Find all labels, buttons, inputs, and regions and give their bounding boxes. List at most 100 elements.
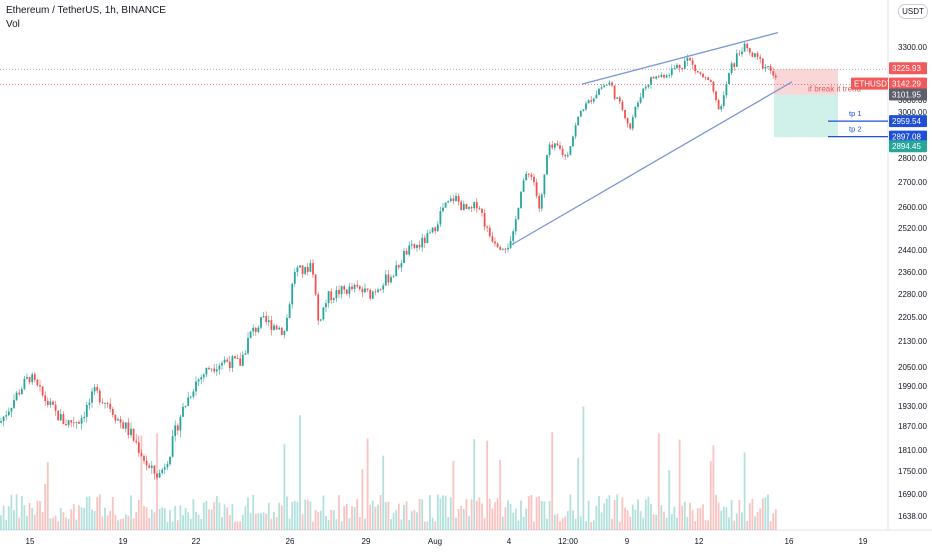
candle-body [650,77,652,85]
candle-body [135,440,138,443]
currency-button[interactable]: USDT [898,4,928,19]
volume-bar [254,513,257,530]
volume-bar [7,506,10,530]
volume-bar [644,499,647,530]
candle-body [44,395,47,402]
volume-bar [111,496,114,530]
volume-bar [600,512,603,530]
candle-body [283,330,286,335]
volume-bar [39,501,41,530]
candle-body [743,43,746,52]
volume-bar [681,505,684,530]
candle-body [400,263,403,268]
volume-bar [733,520,736,530]
candle-body [322,307,325,320]
candle-body [200,377,203,380]
candle-body [403,251,405,264]
candle-body [213,368,216,372]
candle-body [101,402,104,404]
volume-bar [174,506,177,530]
candle-body [26,377,28,379]
volume-bar [707,520,710,530]
volume-bar [202,502,205,530]
volume-bar [163,508,166,530]
candle-body [163,467,166,470]
volume-bar [751,498,754,530]
candle-body [626,118,629,124]
volume-bar [44,484,47,530]
volume-bar [54,515,57,530]
volume-bar [735,513,738,530]
volume-bar [728,517,730,530]
tp2-price-label-bg [889,130,927,143]
volume-bar [738,500,741,530]
candle-body [436,224,439,231]
volume-bar [530,494,533,530]
volume-bar [743,452,746,530]
candle-body [140,453,143,457]
volume-bar [291,502,294,530]
candle-body [132,428,135,441]
level-2894-label-bg [889,140,927,153]
volume-bar [686,517,689,530]
volume-bar [756,511,759,530]
candle-body [208,367,210,370]
candle-body [332,298,335,301]
candle-body [57,410,60,421]
volume-bar [15,494,18,530]
candle-body [686,57,689,61]
y-tick-label: 2280.00 [898,290,927,299]
volume-bar [626,510,629,530]
candle-body [70,420,73,423]
candle-body [764,66,767,69]
candle-body [270,320,273,330]
volume-bar [520,500,522,530]
candle-body [39,385,41,387]
volume-bar [494,502,496,530]
candle-body [158,472,161,478]
volume-bar [741,512,743,530]
volume-bar [683,501,686,530]
y-tick-label: 1810.00 [898,446,927,455]
x-tick-label: 12 [695,537,704,546]
volume-bar [200,519,203,530]
volume-bar [351,506,353,530]
volume-bar [18,517,21,530]
volume-bar [169,509,171,530]
volume-bar [371,500,374,530]
volume-bar [403,504,405,530]
candle-body [769,66,772,72]
volume-bar [150,509,153,530]
lower-trendline[interactable] [511,81,793,246]
volume-bar [577,457,580,530]
volume-bar [130,495,132,530]
candle-body [345,289,348,294]
volume-bar [59,508,62,530]
volume-bar [70,509,73,530]
volume-bar [265,513,268,530]
candle-body [364,288,366,293]
volume-bar [166,521,169,530]
volume-bar [689,502,691,530]
volume-bar [426,521,429,530]
candle-body [413,244,416,249]
candle-body [587,100,590,104]
candle-body [241,354,244,366]
volume-bar [75,519,78,530]
candle-body [483,212,486,227]
candle-body [299,265,301,268]
candle-body [231,356,234,368]
volume-bar [379,495,382,530]
volume-bar [561,518,564,530]
volume-bar [80,507,83,530]
volume-bar [499,460,502,530]
upper-trendline[interactable] [581,31,779,85]
volume-bar [416,512,418,530]
candle-body [728,73,730,84]
volume-bar [304,499,307,530]
volume-bar [582,406,585,530]
volume-bar [722,506,725,530]
candle-body [124,422,127,429]
